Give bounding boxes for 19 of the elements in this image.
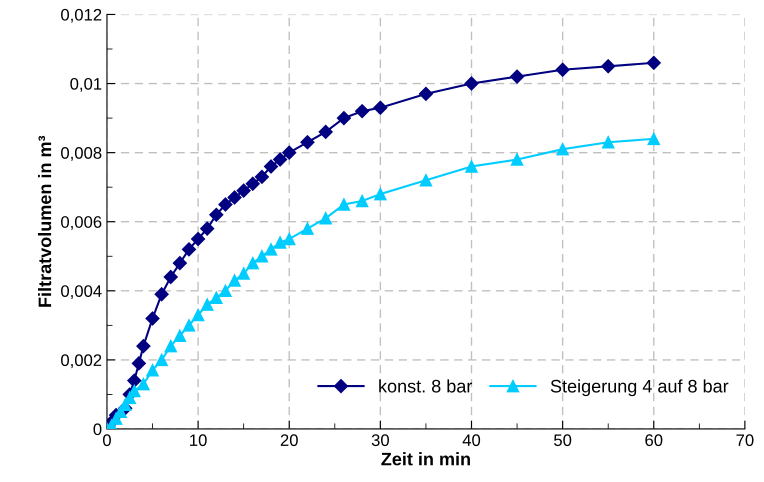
y-tick-label: 0,006 — [61, 216, 102, 230]
legend-label: konst. 8 bar — [379, 379, 472, 393]
y-tick-label: 0,008 — [61, 147, 102, 161]
y-tick-label: 0,002 — [61, 354, 102, 368]
y-tick-label: 0,012 — [61, 8, 102, 23]
x-tick-label: 50 — [554, 434, 572, 446]
x-tick-label: 70 — [736, 434, 754, 446]
y-tick-label: 0,004 — [61, 285, 102, 299]
x-tick-label: 20 — [280, 434, 298, 446]
x-tick-label: 0 — [102, 434, 111, 446]
y-tick-label: 0,01 — [70, 78, 102, 92]
x-tick-label: 40 — [462, 434, 480, 446]
x-tick-label: 60 — [645, 434, 662, 446]
x-tick-label: 10 — [190, 434, 207, 446]
x-axis-title: Zeit in min — [381, 452, 470, 466]
y-tick-label: 0 — [93, 423, 102, 436]
y-axis-title: Filtratvolumen in m³ — [38, 136, 52, 307]
x-tick-label: 30 — [372, 434, 389, 446]
legend-label: Steigerung 4 auf 8 bar — [550, 379, 728, 396]
